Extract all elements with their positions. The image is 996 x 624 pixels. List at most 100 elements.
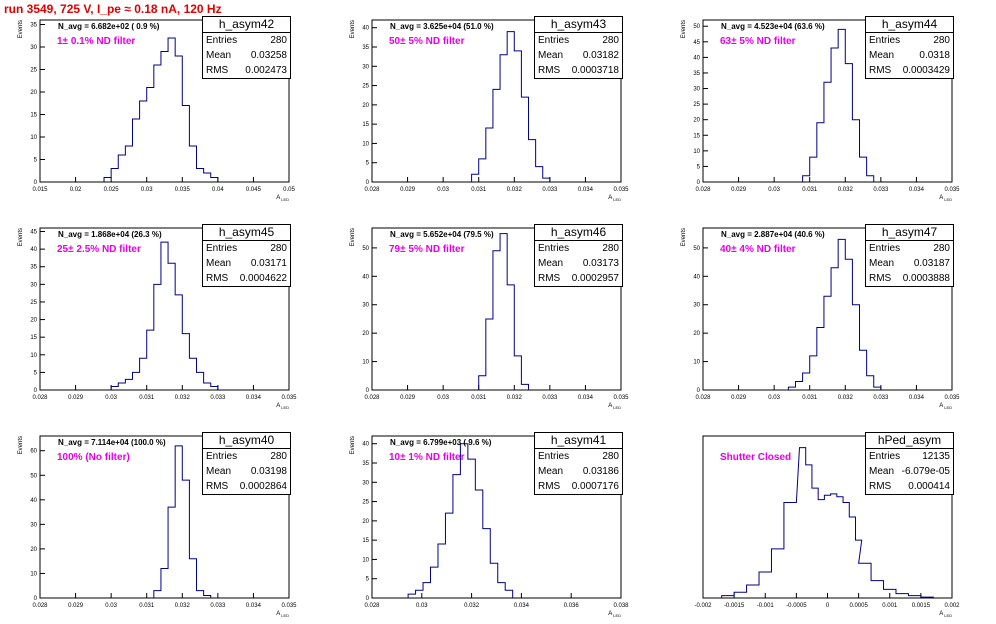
filter-label: 10± 1% ND filter: [389, 452, 465, 463]
rms-row-label: RMS: [538, 63, 560, 78]
mean-row-label: Mean: [206, 48, 231, 63]
y-tick-label: 0: [697, 180, 701, 186]
rms-row-value: 0.000414: [908, 479, 950, 494]
x-tick-label: 0.032: [838, 187, 854, 193]
x-tick-label: 0.03: [768, 187, 780, 193]
x-tick-label: 0.028: [695, 395, 711, 401]
x-tick-label: 0.03: [437, 187, 449, 193]
y-tick-label: 10: [362, 557, 369, 563]
x-tick-label: 0.038: [613, 603, 629, 609]
mean-row-label: Mean: [538, 256, 563, 271]
filter-label: 40± 4% ND filter: [720, 244, 796, 255]
y-tick-label: 25: [362, 500, 369, 506]
histogram-name: h_asym46: [535, 225, 622, 241]
x-tick-label: 0.032: [507, 395, 523, 401]
entries-row-label: Entries: [206, 241, 237, 256]
y-tick-label: 30: [362, 303, 369, 309]
mean-row-label: Mean: [206, 256, 231, 271]
x-tick-label: 0.03: [416, 603, 428, 609]
x-tick-label: 0.032: [838, 395, 854, 401]
entries-row-label: Entries: [538, 241, 569, 256]
x-axis-label: ALED: [608, 611, 621, 618]
filter-label: 100% (No filter): [57, 452, 130, 463]
y-tick-label: 0: [697, 388, 701, 394]
histogram-name: h_asym41: [535, 433, 622, 449]
y-tick-label: 35: [362, 45, 369, 51]
entries-row-value: 280: [602, 449, 619, 464]
rms-row: RMS 0.000414: [866, 479, 953, 494]
filter-label: 25± 2.5% ND filter: [57, 244, 141, 255]
y-tick-label: 15: [30, 335, 37, 341]
entries-row-value: 280: [602, 33, 619, 48]
x-tick-label: 0.031: [471, 187, 487, 193]
y-tick-label: 20: [30, 90, 37, 96]
histogram-name: h_asym40: [203, 433, 290, 449]
mean-row-value: 0.03198: [251, 464, 287, 479]
navg-label: N_avg = 4.523e+04 (63.6 %): [721, 22, 825, 31]
x-tick-label: 0.034: [578, 395, 594, 401]
y-tick-label: 25: [693, 102, 700, 108]
y-tick-label: 15: [693, 133, 700, 139]
x-tick-label: 0.03: [105, 603, 117, 609]
mean-row-label: Mean: [206, 464, 231, 479]
y-tick-label: 20: [362, 103, 369, 109]
y-tick-label: 50: [30, 473, 37, 479]
navg-label: N_avg = 1.868e+04 (26.3 %): [58, 230, 162, 239]
y-tick-label: 25: [30, 68, 37, 74]
y-tick-label: 10: [362, 360, 369, 366]
x-tick-label: 0.033: [210, 603, 226, 609]
y-tick-label: 0: [34, 388, 38, 394]
y-tick-label: 5: [34, 370, 38, 376]
mean-row-value: 0.03258: [251, 48, 287, 63]
entries-row-label: Entries: [206, 33, 237, 48]
entries-row: Entries 280: [203, 33, 290, 48]
y-tick-label: 5: [34, 158, 38, 164]
y-tick-label: 20: [362, 331, 369, 337]
x-tick-label: 0.035: [175, 187, 191, 193]
x-axis-label: ALED: [608, 403, 621, 410]
x-tick-label: 0.05: [283, 187, 295, 193]
y-tick-label: 50: [362, 246, 369, 252]
histogram-name: h_asym44: [866, 17, 953, 33]
rms-row-label: RMS: [869, 63, 891, 78]
x-tick-label: 0.035: [613, 395, 629, 401]
mean-row: Mean 0.03198: [203, 464, 290, 479]
histogram-name: h_asym42: [203, 17, 290, 33]
x-tick-label: 0.03: [105, 395, 117, 401]
entries-row-value: 12135: [922, 449, 950, 464]
rms-row-label: RMS: [206, 479, 228, 494]
y-axis-label: Events: [18, 228, 24, 246]
y-tick-label: 30: [30, 45, 37, 51]
navg-label: N_avg = 3.625e+04 (51.0 %): [390, 22, 494, 31]
y-tick-label: 5: [366, 577, 370, 583]
y-tick-label: 40: [30, 247, 37, 253]
entries-row-value: 280: [933, 241, 950, 256]
y-tick-label: 35: [30, 23, 37, 29]
rms-row-value: 0.0003429: [903, 63, 950, 78]
rms-row-label: RMS: [869, 479, 891, 494]
rms-row-label: RMS: [206, 271, 228, 286]
x-tick-label: 0: [826, 603, 830, 609]
y-tick-label: 0: [366, 388, 370, 394]
filter-label: Shutter Closed: [720, 452, 791, 463]
x-tick-label: 0.034: [246, 395, 262, 401]
entries-row-value: 280: [270, 33, 287, 48]
